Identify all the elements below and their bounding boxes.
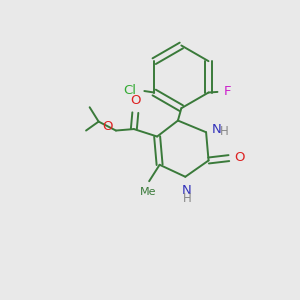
Text: O: O (102, 121, 112, 134)
Text: O: O (234, 151, 245, 164)
Text: Me: Me (140, 187, 157, 196)
Text: F: F (224, 85, 231, 98)
Text: N: N (182, 184, 192, 197)
Text: Cl: Cl (123, 84, 136, 97)
Text: O: O (130, 94, 141, 107)
Text: H: H (220, 125, 228, 138)
Text: H: H (182, 192, 191, 205)
Text: N: N (212, 123, 221, 136)
